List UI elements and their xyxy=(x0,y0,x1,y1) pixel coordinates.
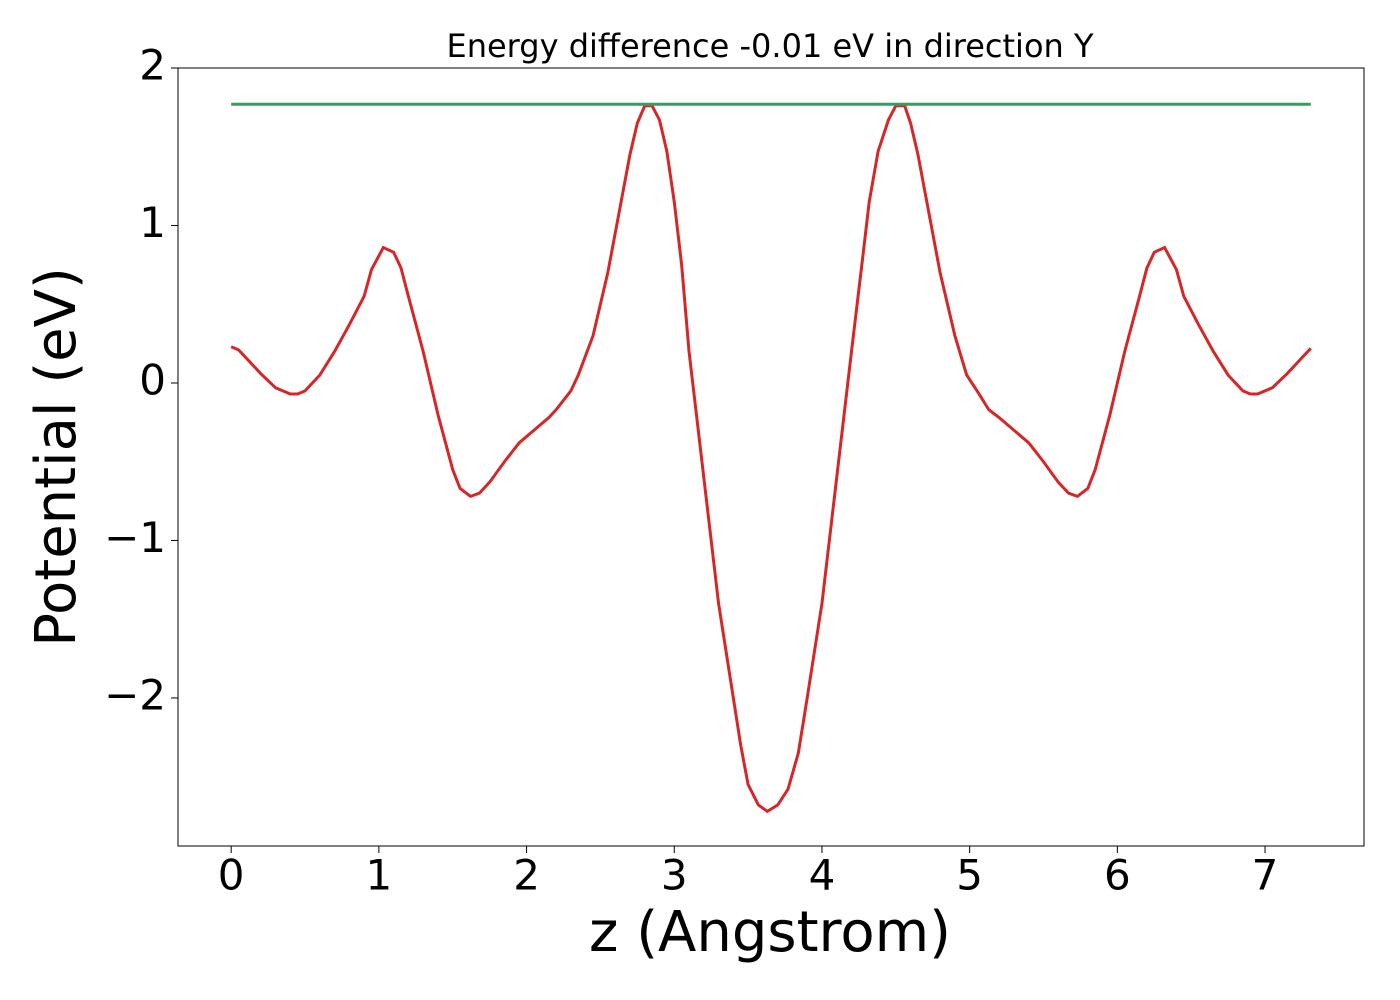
x-tick-label: 5 xyxy=(956,851,983,900)
x-tick-label: 6 xyxy=(1104,851,1131,900)
y-tick-label: 1 xyxy=(139,198,166,247)
x-tick-label: 1 xyxy=(365,851,392,900)
x-tick-label: 3 xyxy=(661,851,688,900)
x-tick-label: 2 xyxy=(513,851,540,900)
x-tick-label: 0 xyxy=(218,851,245,900)
x-axis-label: z (Angstrom) xyxy=(589,900,951,965)
y-tick-label: 2 xyxy=(139,41,166,90)
y-tick-label: −2 xyxy=(104,670,166,719)
y-tick-label: −1 xyxy=(104,513,166,562)
plot-frame xyxy=(177,67,1365,847)
y-tick-label: 0 xyxy=(139,355,166,404)
chart-title: Energy difference -0.01 eV in direction … xyxy=(446,27,1093,65)
x-tick-label: 7 xyxy=(1252,851,1279,900)
series-line xyxy=(230,104,1312,814)
x-tick-label: 4 xyxy=(809,851,836,900)
y-axis-label: Potential (eV) xyxy=(24,267,89,647)
